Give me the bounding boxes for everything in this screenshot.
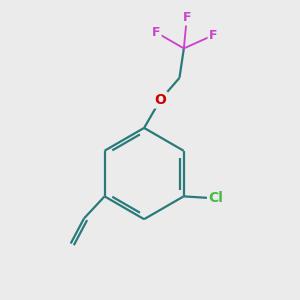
Text: F: F (209, 29, 218, 42)
Text: F: F (183, 11, 191, 24)
Text: O: O (154, 93, 166, 107)
Text: Cl: Cl (208, 191, 224, 205)
Text: F: F (152, 26, 160, 39)
